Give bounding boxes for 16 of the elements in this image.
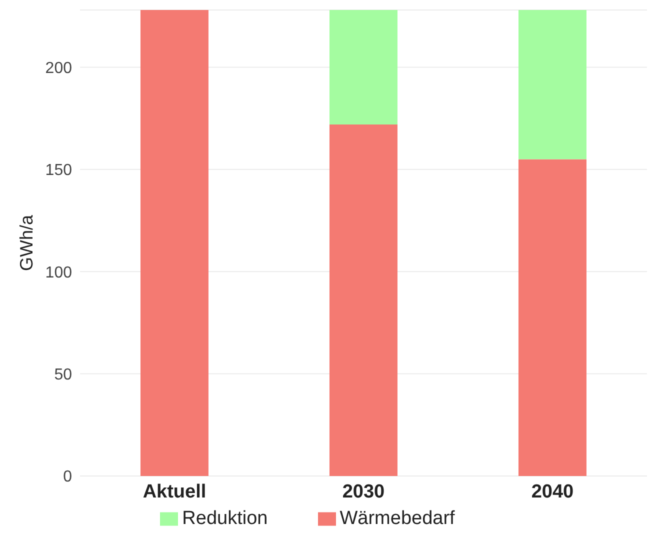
y-tick-label: 50	[54, 366, 72, 384]
bar	[329, 10, 398, 124]
bar	[518, 159, 586, 476]
bar	[518, 10, 586, 160]
bar	[140, 10, 208, 476]
legend-label: Reduktion	[182, 508, 268, 529]
x-tick-label: 2030	[342, 481, 385, 502]
x-tick-label: Aktuell	[142, 481, 206, 502]
legend-label: Wärmebedarf	[340, 508, 455, 529]
y-tick-label: 200	[45, 60, 72, 77]
bar	[329, 124, 398, 476]
x-tick-label: 2040	[531, 481, 574, 502]
y-tick-label: 150	[45, 162, 72, 180]
y-axis-title: GWh/a	[16, 214, 36, 272]
y-tick-label: 0	[63, 468, 72, 486]
y-tick-label: 100	[45, 264, 72, 282]
